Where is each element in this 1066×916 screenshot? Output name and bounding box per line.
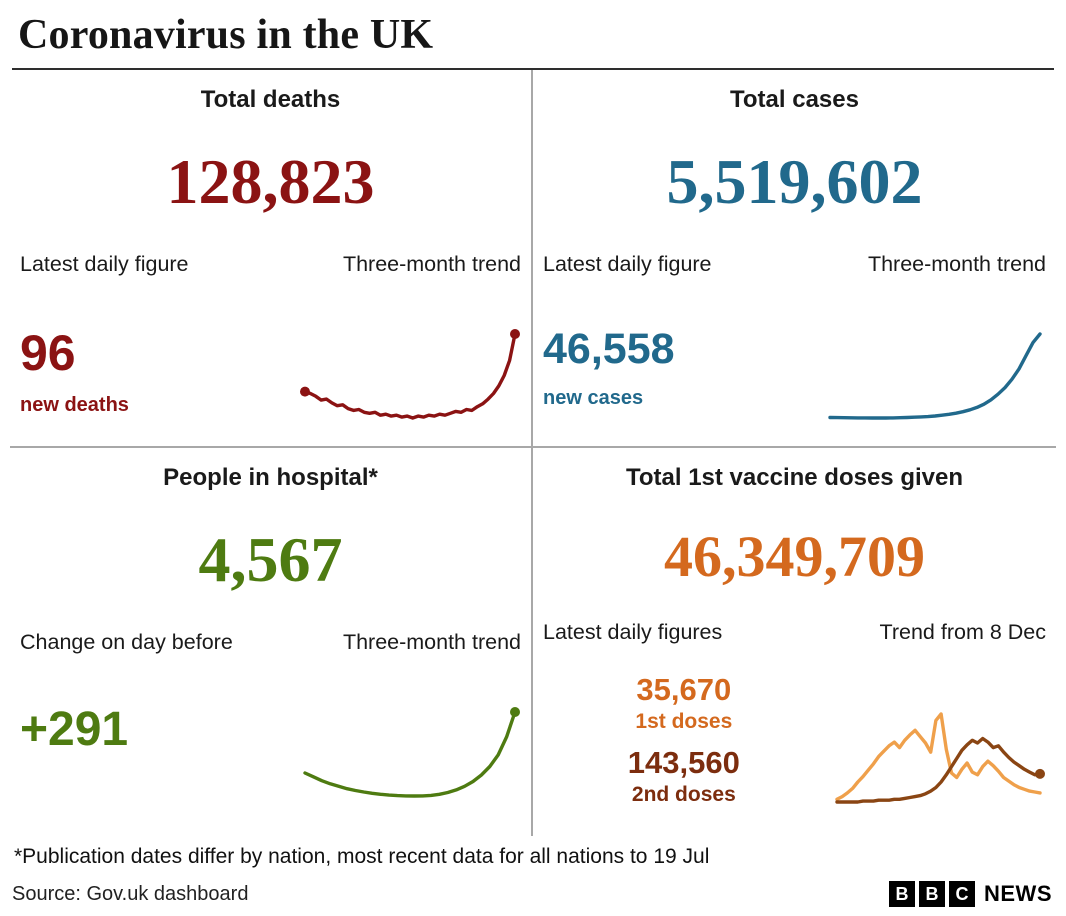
cases-three-month-trend-label: Three-month trend [867,252,1046,276]
page-title: Coronavirus in the UK [18,12,434,58]
total-first-doses-value: 46,349,709 [664,524,925,589]
total-cases-value: 5,519,602 [666,146,923,217]
total-cases-title: Total cases [730,86,859,113]
first-doses-caption: 1st doses [635,709,733,733]
cases-latest-daily-figure-label: Latest daily figure [543,252,712,276]
cases-figure-row: 46,558 new cases [537,324,1052,424]
hospital-three-month-trend-label: Three-month trend [342,630,521,654]
people-in-hospital-title: People in hospital* [163,464,378,491]
publication-footnote: *Publication dates differ by nation, mos… [14,845,710,868]
bbc-logo-block-b1: B [889,881,915,907]
vaccine-daily-figures-block: 35,670 1st doses 143,560 2nd doses [543,672,825,806]
hospital-labels-row: Change on day before Three-month trend [14,630,527,654]
hospital-change-block: +291 [20,702,129,756]
hospital-change-value: +291 [20,702,129,756]
second-doses-caption: 2nd doses [631,782,736,806]
daily-cases-block: 46,558 new cases [543,324,675,410]
new-deaths-caption: new deaths [20,393,129,416]
deaths-figure-row: 96 new deaths [14,328,527,424]
bbc-logo-block-c: C [949,881,975,907]
vaccine-latest-daily-figures-label: Latest daily figures [543,620,723,644]
panel-people-in-hospital: People in hospital* 4,567 Change on day … [10,448,533,836]
hospital-change-on-day-before-label: Change on day before [20,630,233,654]
vaccine-trend-chart [835,711,1045,804]
bbc-news-logo: B B C NEWS [889,881,1054,907]
total-deaths-title: Total deaths [200,86,341,113]
deaths-trend-chart [300,328,520,420]
people-in-hospital-value: 4,567 [198,524,343,595]
deaths-latest-daily-figure-label: Latest daily figure [20,252,189,276]
hospital-trend-chart [303,706,520,798]
title-rule [12,68,1054,70]
source-attribution: Source: Gov.uk dashboard [12,882,249,905]
total-deaths-value: 128,823 [166,146,375,217]
cases-trend-chart [828,331,1042,420]
deaths-labels-row: Latest daily figure Three-month trend [14,252,527,276]
daily-deaths-block: 96 new deaths [20,328,129,417]
panel-vaccine-doses: Total 1st vaccine doses given 46,349,709… [533,448,1056,836]
deaths-three-month-trend-label: Three-month trend [342,252,521,276]
cases-labels-row: Latest daily figure Three-month trend [537,252,1052,276]
daily-deaths-value: 96 [20,324,76,381]
new-cases-caption: new cases [543,386,644,409]
panel-total-cases: Total cases 5,519,602 Latest daily figur… [533,70,1056,448]
hospital-figure-row: +291 [14,702,527,802]
bbc-logo-block-b2: B [919,881,945,907]
footer: *Publication dates differ by nation, mos… [0,836,1066,907]
vaccine-trend-from-8-dec-label: Trend from 8 Dec [879,620,1046,644]
bbc-news-wordmark: NEWS [984,881,1052,906]
daily-first-doses-value: 35,670 [636,671,732,707]
panel-total-deaths: Total deaths 128,823 Latest daily figure… [10,70,533,448]
daily-second-doses-value: 143,560 [627,744,740,780]
vaccine-labels-row: Latest daily figures Trend from 8 Dec [537,620,1052,644]
source-row: Source: Gov.uk dashboard B B C NEWS [12,881,1054,907]
daily-cases-value: 46,558 [543,324,675,373]
header: Coronavirus in the UK [0,0,1066,70]
vaccine-doses-title: Total 1st vaccine doses given [625,464,964,491]
stats-grid: Total deaths 128,823 Latest daily figure… [10,70,1056,836]
vaccine-figure-row: 35,670 1st doses 143,560 2nd doses [537,672,1052,808]
